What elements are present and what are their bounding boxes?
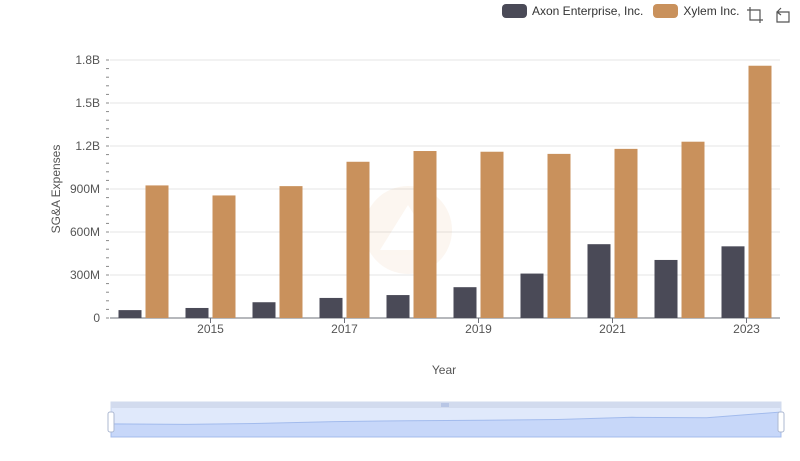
y-tick-label: 600M <box>70 225 100 239</box>
y-tick-label: 1.5B <box>75 96 100 110</box>
zoom-grip-icon[interactable] <box>441 403 449 407</box>
bar-axon-2020[interactable] <box>520 273 544 318</box>
bar-xylem-2016[interactable] <box>279 186 303 318</box>
zoom-handle-left[interactable] <box>107 411 115 433</box>
y-tick-label: 300M <box>70 268 100 282</box>
bar-xylem-2022[interactable] <box>681 141 705 318</box>
x-tick-label: 2015 <box>197 322 224 336</box>
legend-item-xylem[interactable]: Xylem Inc. <box>653 4 739 18</box>
x-axis-label: Year <box>432 363 456 377</box>
zoom-handle-right[interactable] <box>777 411 785 433</box>
legend-swatch-axon <box>502 4 527 18</box>
axes: 0 300M 600M 900M 1.2B 1.5B 1.8B 2015 2017 2019 202… <box>70 53 780 336</box>
bar-xylem-2021[interactable] <box>614 148 638 318</box>
bar-xylem-2015[interactable] <box>212 195 236 318</box>
x-tick-label: 2019 <box>465 322 492 336</box>
bar-axon-2021[interactable] <box>587 244 611 318</box>
bar-axon-2016[interactable] <box>252 302 276 318</box>
bar-xylem-2014[interactable] <box>145 185 169 318</box>
legend-label-axon: Axon Enterprise, Inc. <box>532 4 644 18</box>
bar-xylem-2020[interactable] <box>547 153 571 318</box>
bar-axon-2014[interactable] <box>118 310 142 318</box>
bar-axon-2023[interactable] <box>721 246 745 318</box>
bar-xylem-2023[interactable] <box>748 65 772 318</box>
bar-axon-2017[interactable] <box>319 297 343 318</box>
x-tick-label: 2023 <box>733 322 760 336</box>
watermark-logo <box>364 186 452 274</box>
bar-xylem-2018[interactable] <box>413 151 437 318</box>
bar-axon-2015[interactable] <box>185 307 209 318</box>
legend-label-xylem: Xylem Inc. <box>683 4 740 18</box>
data-zoom-slider[interactable] <box>107 401 785 438</box>
bar-xylem-2017[interactable] <box>346 161 370 318</box>
y-tick-label: 900M <box>70 182 100 196</box>
y-tick-label: 1.2B <box>75 139 100 153</box>
bar-axon-2019[interactable] <box>453 287 477 318</box>
toolbox <box>746 6 792 24</box>
y-tick-label: 1.8B <box>75 53 100 67</box>
zoom-icon[interactable] <box>746 6 764 24</box>
legend: Axon Enterprise, Inc. Xylem Inc. <box>502 4 739 18</box>
bar-xylem-2019[interactable] <box>480 151 504 318</box>
x-tick-label: 2017 <box>331 322 358 336</box>
bar-axon-2022[interactable] <box>654 259 678 318</box>
legend-swatch-xylem <box>653 4 679 18</box>
legend-item-axon[interactable]: Axon Enterprise, Inc. <box>502 4 643 18</box>
bar-axon-2018[interactable] <box>386 295 410 318</box>
bars <box>118 65 772 318</box>
y-tick-label: 0 <box>93 311 100 325</box>
y-axis-label: SG&A Expenses <box>49 145 63 234</box>
restore-icon[interactable] <box>774 6 792 24</box>
x-tick-label: 2021 <box>599 322 626 336</box>
